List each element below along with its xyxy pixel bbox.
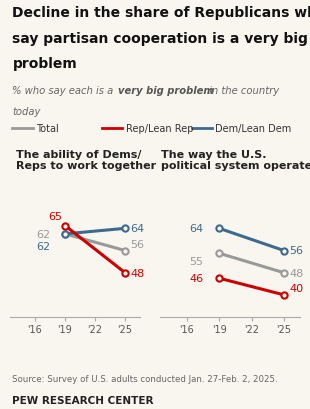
- Text: 62: 62: [36, 229, 50, 239]
- Text: 48: 48: [289, 268, 303, 278]
- Text: 62: 62: [36, 241, 50, 251]
- Text: Dem/Lean Dem: Dem/Lean Dem: [215, 124, 292, 134]
- Text: Decline in the share of Republicans who: Decline in the share of Republicans who: [12, 6, 310, 20]
- Text: today: today: [12, 107, 41, 117]
- Text: 40: 40: [289, 284, 303, 294]
- Text: 46: 46: [189, 274, 203, 283]
- Text: 64: 64: [130, 224, 144, 234]
- Text: 56: 56: [130, 240, 144, 249]
- Text: 56: 56: [289, 246, 303, 256]
- Text: The way the U.S.
political system operates: The way the U.S. political system operat…: [161, 149, 310, 171]
- Text: say partisan cooperation is a very big: say partisan cooperation is a very big: [12, 31, 308, 45]
- Text: problem: problem: [12, 57, 77, 71]
- Text: Source: Survey of U.S. adults conducted Jan. 27-Feb. 2, 2025.: Source: Survey of U.S. adults conducted …: [12, 374, 278, 383]
- Text: The ability of Dems/
Reps to work together: The ability of Dems/ Reps to work togeth…: [16, 149, 156, 171]
- Text: Rep/Lean Rep: Rep/Lean Rep: [126, 124, 193, 134]
- Text: in the country: in the country: [206, 86, 279, 96]
- Text: PEW RESEARCH CENTER: PEW RESEARCH CENTER: [12, 395, 154, 405]
- Text: 64: 64: [189, 224, 203, 234]
- Text: very big problem: very big problem: [118, 86, 214, 96]
- Text: % who say each is a: % who say each is a: [12, 86, 117, 96]
- Text: Total: Total: [36, 124, 58, 134]
- Text: 65: 65: [48, 212, 62, 222]
- Text: 55: 55: [189, 256, 203, 266]
- Text: 48: 48: [130, 268, 144, 278]
